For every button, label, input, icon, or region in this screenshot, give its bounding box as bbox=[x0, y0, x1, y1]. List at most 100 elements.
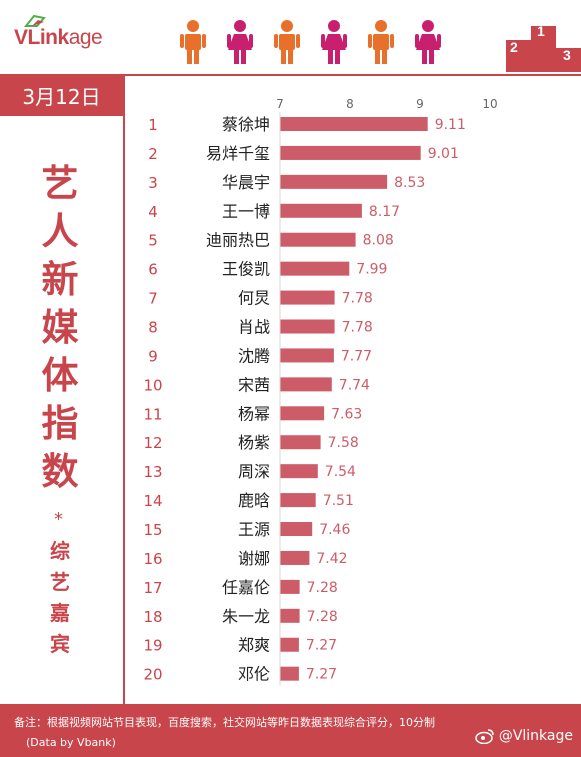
logo-main-text: VLink bbox=[14, 26, 69, 49]
category-label: 任嘉伦 bbox=[222, 578, 270, 597]
category-label: 郑爽 bbox=[238, 636, 270, 655]
footer-bar: 备注：根据视频网站节目表现，百度搜索，社交网站等昨日数据表现综合评分，10分制 … bbox=[0, 704, 581, 757]
data-label: 7.27 bbox=[306, 638, 337, 654]
category-label: 杨幂 bbox=[238, 404, 270, 423]
podium-icon: 2 1 3 bbox=[506, 23, 581, 72]
data-label: 7.78 bbox=[342, 320, 373, 336]
subtitle-char: 综 bbox=[50, 539, 70, 563]
category-label: 谢娜 bbox=[238, 549, 270, 568]
category-label: 易烊千玺 bbox=[206, 144, 270, 163]
category-label: 宋茜 bbox=[238, 375, 270, 394]
rank-label: 2 bbox=[148, 145, 158, 163]
data-label: 8.08 bbox=[363, 233, 394, 249]
title-char: 人 bbox=[41, 210, 79, 253]
title-char: 数 bbox=[41, 450, 79, 493]
podium-number: 2 bbox=[510, 39, 518, 55]
person-figure-icon bbox=[227, 20, 253, 64]
bar bbox=[280, 522, 313, 537]
category-label: 华晨宇 bbox=[222, 173, 270, 192]
category-label: 杨紫 bbox=[238, 433, 270, 452]
data-label: 7.27 bbox=[306, 667, 337, 683]
category-label: 肖战 bbox=[238, 318, 270, 337]
category-label: 鹿晗 bbox=[238, 491, 270, 510]
category-label: 周深 bbox=[238, 462, 270, 481]
person-figure-icon bbox=[368, 20, 394, 64]
bar bbox=[280, 666, 299, 681]
bar bbox=[280, 290, 335, 305]
data-label: 7.63 bbox=[331, 406, 362, 422]
x-tick-label: 10 bbox=[482, 97, 497, 111]
frame-top-line bbox=[123, 74, 581, 76]
bar bbox=[280, 203, 362, 218]
rank-label: 11 bbox=[143, 405, 162, 423]
people-figures-icon bbox=[180, 20, 441, 64]
data-label: 7.46 bbox=[319, 522, 350, 538]
data-label: 9.01 bbox=[428, 146, 459, 162]
bar bbox=[280, 117, 428, 131]
rank-label: 17 bbox=[143, 579, 162, 597]
bar bbox=[280, 637, 299, 652]
footer-credit: (Data by Vbank) bbox=[26, 736, 116, 749]
category-label: 王一博 bbox=[222, 202, 270, 221]
rank-label: 14 bbox=[143, 492, 162, 510]
x-tick-label: 9 bbox=[416, 97, 424, 111]
category-label: 王源 bbox=[238, 520, 270, 539]
title-char: 体 bbox=[41, 354, 79, 397]
bar bbox=[280, 174, 388, 189]
category-label: 蔡徐坤 bbox=[222, 115, 270, 134]
data-label: 7.78 bbox=[342, 291, 373, 307]
data-label: 7.51 bbox=[323, 493, 354, 509]
date-badge: 3月12日 bbox=[0, 74, 123, 116]
category-label: 何炅 bbox=[238, 289, 270, 308]
data-label: 7.58 bbox=[328, 435, 359, 451]
bar bbox=[280, 319, 335, 334]
category-label: 朱一龙 bbox=[222, 607, 270, 626]
data-label: 7.77 bbox=[341, 348, 372, 364]
bar bbox=[280, 377, 332, 392]
bar bbox=[280, 579, 300, 594]
rank-label: 8 bbox=[148, 319, 158, 337]
brand-logo: VLinkage bbox=[14, 26, 103, 50]
rank-label: 7 bbox=[148, 290, 158, 308]
title-char: 艺 bbox=[41, 162, 79, 205]
category-label: 沈腾 bbox=[238, 346, 270, 365]
bar bbox=[280, 348, 334, 363]
subtitle-char: 宾 bbox=[50, 632, 70, 656]
rank-label: 3 bbox=[148, 174, 158, 192]
subtitle-char: 艺 bbox=[50, 570, 70, 594]
logo-mark-icon bbox=[24, 14, 46, 27]
data-label: 9.11 bbox=[435, 117, 466, 133]
data-label: 8.53 bbox=[394, 175, 425, 191]
rank-label: 16 bbox=[143, 550, 162, 568]
rank-label: 15 bbox=[143, 521, 162, 539]
podium-number: 1 bbox=[537, 23, 545, 39]
ranking-bar-chart: 7 8 9 10 1 蔡徐坤 9.11 2 易烊千玺 9.01 3 华晨宇 8.53 4 王一博 8.17 5 迪… bbox=[143, 97, 498, 686]
bar bbox=[280, 608, 300, 623]
x-tick-label: 7 bbox=[276, 97, 284, 111]
logo-sub-text: age bbox=[68, 26, 103, 49]
rank-label: 13 bbox=[143, 463, 162, 481]
weibo-handle-text: @Vlinkage bbox=[498, 728, 573, 744]
rank-label: 20 bbox=[143, 666, 162, 684]
frame-left-line bbox=[123, 74, 125, 704]
rank-label: 5 bbox=[148, 232, 158, 250]
data-label: 7.28 bbox=[307, 609, 338, 625]
person-figure-icon bbox=[274, 20, 300, 64]
page-title: 艺人新媒体指数 bbox=[30, 160, 90, 496]
rank-label: 12 bbox=[143, 434, 162, 452]
person-figure-icon bbox=[415, 20, 441, 64]
data-label: 7.42 bbox=[316, 551, 347, 567]
rank-label: 19 bbox=[143, 637, 162, 655]
weibo-icon bbox=[475, 729, 494, 744]
podium-number: 3 bbox=[563, 47, 571, 63]
rank-label: 1 bbox=[148, 116, 158, 134]
podium-block-3 bbox=[556, 48, 581, 72]
data-label: 7.28 bbox=[307, 580, 338, 596]
title-star: * bbox=[54, 509, 63, 530]
rank-label: 6 bbox=[148, 261, 158, 279]
footer-note: 备注：根据视频网站节目表现，百度搜索，社交网站等昨日数据表现综合评分，10分制 bbox=[14, 716, 435, 729]
data-label: 7.54 bbox=[325, 464, 356, 480]
rank-label: 4 bbox=[148, 203, 158, 221]
bar bbox=[280, 232, 356, 247]
bar bbox=[280, 435, 321, 450]
